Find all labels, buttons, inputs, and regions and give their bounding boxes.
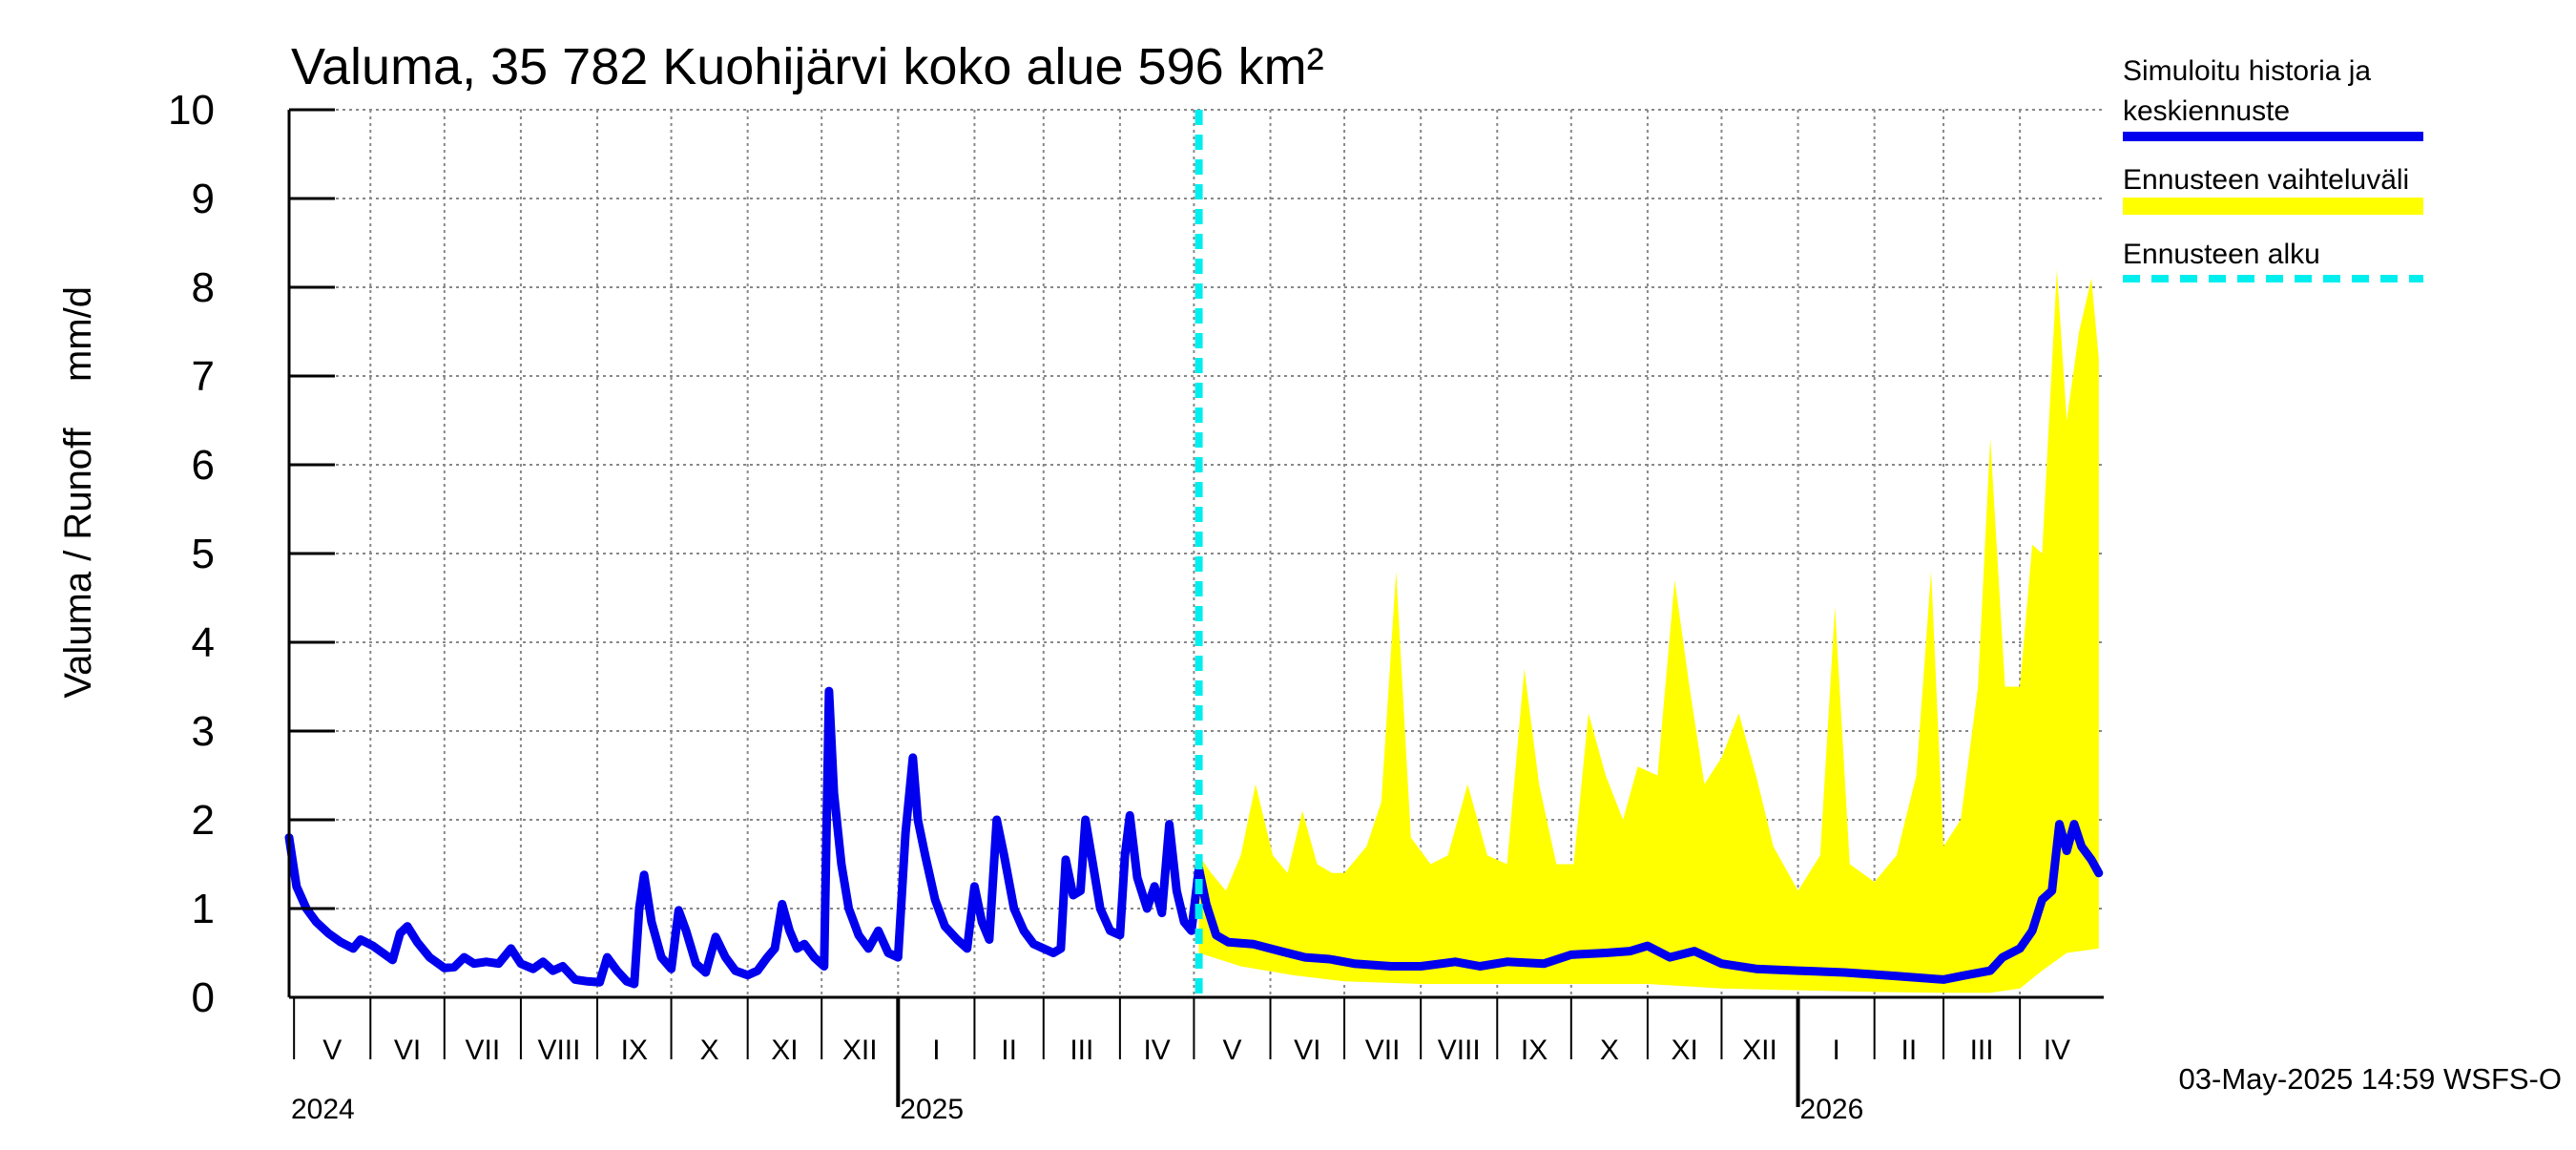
legend: Simuloitu historia ja keskiennuste Ennus… (2123, 55, 2423, 282)
month-tick-label: XI (771, 1035, 798, 1066)
y-axis-label: Valuma / Runoff (57, 428, 99, 699)
y-tick-label: 7 (192, 353, 215, 400)
y-tick-label: 9 (192, 176, 215, 222)
history-series-line (284, 686, 2104, 989)
month-tick-label: I (932, 1035, 940, 1066)
x-ticks: V VI VII VIII IX X XI XII I II III IV V VI VII VIII IX X X… (291, 997, 2070, 1125)
y-tick-label: 1 (192, 886, 215, 932)
month-tick-label: V (1222, 1035, 1241, 1066)
y-axis-unit: mm/d (57, 286, 99, 382)
month-tick-label: X (1600, 1035, 1619, 1066)
month-tick-label: VII (466, 1035, 501, 1066)
month-tick-label: III (1070, 1035, 1093, 1066)
y-tick-label: 0 (192, 974, 215, 1021)
month-tick-label: XI (1671, 1035, 1697, 1066)
year-tick-label: 2026 (1800, 1094, 1864, 1125)
month-tick-label: VIII (537, 1035, 580, 1066)
year-tick-label: 2025 (900, 1094, 964, 1125)
grid (289, 109, 2104, 997)
month-tick-label: II (1001, 1035, 1017, 1066)
month-tick-label: X (700, 1035, 719, 1066)
y-tick-label: 3 (192, 708, 215, 755)
month-tick-label: IX (1521, 1035, 1548, 1066)
year-tick-label: 2024 (291, 1094, 355, 1125)
legend-range-label: Ennusteen vaihteluväli (2123, 164, 2409, 196)
y-tick-label: 5 (192, 531, 215, 577)
legend-history-label-line1: Simuloitu historia ja (2123, 55, 2371, 87)
forecast-range-band (1198, 269, 2099, 993)
month-tick-label: IV (1143, 1035, 1170, 1066)
y-tick-label: 4 (192, 619, 215, 666)
y-tick-label: 10 (168, 87, 215, 134)
y-ticks: 0 1 2 3 4 5 6 7 8 9 10 (168, 87, 335, 1021)
month-tick-label: XII (842, 1035, 878, 1066)
y-tick-label: 6 (192, 442, 215, 489)
month-tick-label: VIII (1438, 1035, 1481, 1066)
forecast-range-area (1198, 269, 2099, 993)
month-tick-label: IV (2044, 1035, 2070, 1066)
legend-history-label-line2: keskiennuste (2123, 95, 2290, 127)
y-tick-label: 8 (192, 264, 215, 311)
month-tick-label: I (1832, 1035, 1839, 1066)
month-tick-label: III (1970, 1035, 1994, 1066)
month-tick-label: VII (1365, 1035, 1401, 1066)
history-line (284, 686, 2104, 989)
month-tick-label: IX (621, 1035, 648, 1066)
month-tick-label: XII (1742, 1035, 1777, 1066)
month-tick-label: V (322, 1035, 342, 1066)
month-tick-label: VI (1294, 1035, 1320, 1066)
timestamp: 03-May-2025 14:59 WSFS-O (2179, 1062, 2562, 1096)
legend-forecast-start-label: Ennusteen alku (2123, 239, 2320, 270)
month-tick-label: II (1901, 1035, 1918, 1066)
month-tick-label: VI (394, 1035, 421, 1066)
y-tick-label: 2 (192, 797, 215, 844)
chart-title: Valuma, 35 782 Kuohijärvi koko alue 596 … (291, 38, 1324, 95)
